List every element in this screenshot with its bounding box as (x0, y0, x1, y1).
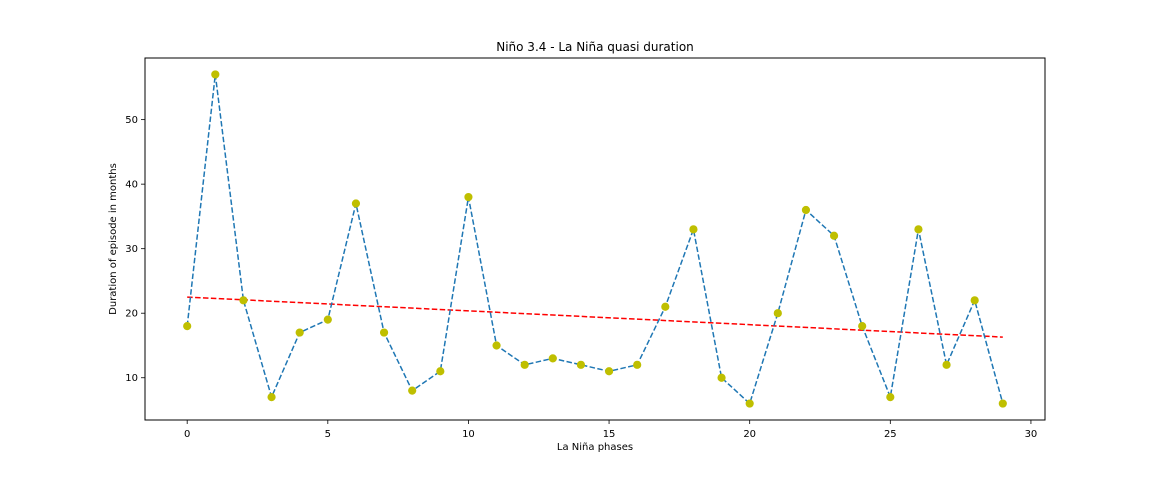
x-tick-label: 25 (884, 429, 897, 440)
data-point (492, 341, 501, 350)
data-point (829, 231, 839, 240)
data-point (267, 392, 276, 402)
data-point (914, 225, 923, 234)
data-point (689, 225, 698, 234)
y-axis-ticks: 10 20 30 40 50 (125, 115, 145, 384)
data-point (183, 322, 192, 331)
marker-layer (183, 70, 1007, 408)
data-point (295, 328, 304, 337)
y-tick-label: 30 (125, 244, 138, 255)
y-tick-label: 20 (125, 309, 138, 320)
data-point (886, 392, 895, 402)
data-point (717, 373, 726, 382)
y-tick-label: 40 (125, 180, 138, 191)
data-point (464, 192, 473, 202)
x-tick-label: 10 (462, 429, 475, 440)
y-tick-label: 50 (125, 115, 138, 126)
data-point (408, 386, 417, 395)
x-axis-ticks: 0 5 10 15 20 25 30 (184, 420, 1037, 440)
data-point (548, 354, 557, 363)
data-point (970, 296, 979, 305)
x-tick-label: 5 (325, 429, 331, 440)
data-point (633, 360, 642, 369)
x-axis-label: La Niña phases (557, 442, 633, 453)
y-tick-label: 10 (125, 373, 138, 384)
data-point (520, 360, 529, 369)
data-point (211, 70, 220, 79)
data-point (745, 399, 754, 408)
data-point (323, 315, 332, 324)
data-point (773, 309, 782, 318)
trend-line (187, 296, 1003, 338)
data-point (239, 296, 248, 305)
x-tick-label: 0 (184, 429, 190, 440)
x-tick-label: 20 (743, 429, 756, 440)
data-point (379, 328, 389, 337)
data-point (576, 360, 586, 369)
x-tick-label: 15 (603, 429, 616, 440)
duration-series-line (186, 74, 1004, 405)
y-axis-label: Duration of episode in months (108, 163, 119, 315)
data-point (801, 205, 811, 215)
data-point (661, 302, 670, 311)
series-layer (186, 74, 1004, 405)
data-point (351, 199, 361, 208)
plot-area (145, 58, 1045, 420)
data-point (858, 322, 867, 331)
data-point (436, 367, 445, 376)
data-point (942, 360, 951, 369)
plot-frame (144, 57, 1046, 421)
data-point (998, 399, 1007, 408)
x-tick-label: 30 (1025, 429, 1038, 440)
chart-title: Niño 3.4 - La Niña quasi duration (496, 40, 694, 54)
data-point (604, 367, 614, 376)
